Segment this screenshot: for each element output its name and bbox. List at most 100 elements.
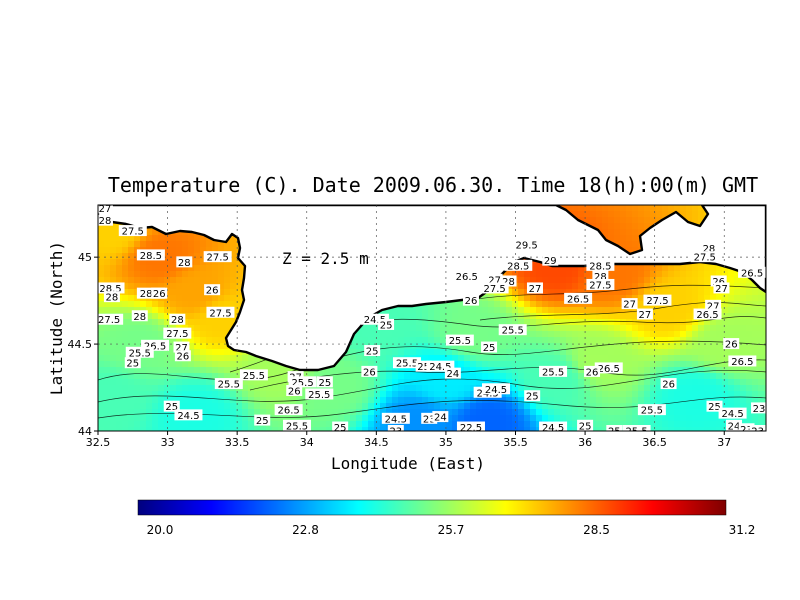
- land-mask: [98, 205, 766, 372]
- contour-label: 27.5: [694, 253, 716, 264]
- contour-label: 25.5: [308, 390, 330, 401]
- contour-label-bg: [118, 225, 147, 237]
- contour-label: 28.5: [99, 284, 121, 295]
- contour-label: 24.5: [429, 362, 451, 373]
- contour-label: 25.5: [129, 348, 151, 359]
- contour-label: 24.5: [721, 409, 743, 420]
- contour-label-bg: [151, 287, 168, 299]
- contour-label-bg: [621, 298, 638, 310]
- contour-label-bg: [723, 338, 740, 350]
- contour-label-bg: [288, 376, 317, 388]
- contour-label: 27: [99, 204, 112, 215]
- contour-label-bg: [305, 388, 334, 400]
- contour-label: 28: [99, 216, 112, 227]
- y-tick-label: 44.5: [68, 338, 93, 351]
- contour-label-bg: [136, 287, 165, 299]
- colorbar-tick-label: 22.8: [292, 523, 319, 537]
- colorbar-tick-label: 28.5: [583, 523, 610, 537]
- contour-label-bg: [637, 404, 666, 416]
- contour-label: 29.5: [516, 240, 538, 251]
- x-axis-ticks: 32.5 33 33.5 34 34.5 35 35.5 36 36.5 37: [86, 431, 731, 449]
- contour-label: 26: [363, 367, 376, 378]
- contour-label: 25: [165, 402, 178, 413]
- contour-label-bg: [316, 376, 333, 388]
- contour-label: 27: [529, 284, 542, 295]
- x-axis-label: Longitude (East): [331, 454, 485, 473]
- contour-label: 25: [318, 378, 331, 389]
- contour-label-bg: [169, 313, 186, 325]
- contour-label: 24: [434, 413, 447, 424]
- contour-label-bg: [103, 291, 120, 303]
- contour-label-bg: [586, 278, 615, 290]
- contour-label-bg: [718, 407, 747, 419]
- contour-label-bg: [163, 400, 180, 412]
- y-axis-ticks: 44 44.5 45: [68, 251, 98, 438]
- contour-label-bg: [524, 390, 541, 402]
- contour-label: 24: [728, 421, 741, 432]
- contour-label-bg: [387, 425, 404, 431]
- contour-label-bg: [136, 249, 165, 261]
- contour-label: 28.5: [140, 289, 162, 300]
- contour-label: 28: [171, 315, 184, 326]
- contour-label: 25: [526, 392, 539, 403]
- contour-label-bg: [539, 421, 568, 431]
- contour-label: 23: [753, 404, 766, 415]
- contour-label-bg: [584, 365, 601, 377]
- contour-label-bg: [700, 242, 717, 254]
- contour-label-bg: [500, 275, 517, 287]
- contour-label-bg: [498, 324, 527, 336]
- contour-label-bg: [456, 421, 485, 431]
- contour-label-bg: [482, 383, 511, 395]
- contour-label: 27.5: [166, 329, 188, 340]
- contour-label-bg: [98, 205, 113, 214]
- colorbar: [137, 499, 727, 516]
- contour-label: 27.5: [589, 280, 611, 291]
- contour-label-bg: [98, 282, 125, 294]
- contour-label: 27: [623, 300, 636, 311]
- x-tick-label: 36.5: [642, 436, 667, 449]
- contour-label: 28: [703, 244, 716, 255]
- contour-label: 27.5: [646, 296, 668, 307]
- contour-label: 28.5: [507, 261, 529, 272]
- contour-label-bg: [381, 412, 410, 424]
- contour-label-bg: [445, 334, 474, 346]
- contour-label: 26.5: [598, 364, 620, 375]
- contour-label: 23: [740, 425, 753, 436]
- contour-label-bg: [586, 259, 615, 271]
- contour-label: 26.5: [696, 310, 718, 321]
- x-tick-label: 33: [161, 436, 175, 449]
- contour-label: 23: [751, 427, 764, 438]
- contour-label: 26: [153, 289, 166, 300]
- contour-label: 24.5: [485, 385, 507, 396]
- contour-label: 26: [206, 286, 219, 297]
- contour-label: 26: [177, 352, 190, 363]
- contour-label: 25: [483, 343, 496, 354]
- contour-label-bg: [622, 425, 651, 431]
- contour-label: 23: [423, 414, 436, 425]
- contour-label: 22.5: [460, 423, 482, 434]
- contour-label: 27: [639, 310, 652, 321]
- contour-label-bg: [643, 294, 672, 306]
- x-tick-label: 36: [578, 436, 592, 449]
- contour-label-bg: [141, 339, 170, 351]
- contour-label-bg: [203, 251, 232, 263]
- colorbar-tick-label: 25.7: [438, 523, 465, 537]
- contour-label-bg: [713, 282, 730, 294]
- contour-label-bg: [606, 425, 623, 431]
- contour-label-bg: [660, 378, 677, 390]
- contour-label-bg: [542, 254, 559, 266]
- contour-label: 25: [608, 427, 621, 438]
- contour-label-bg: [705, 299, 722, 311]
- contour-label: 26: [465, 296, 478, 307]
- x-tick-label: 35: [439, 436, 453, 449]
- contour-label: 25.5: [396, 359, 418, 370]
- contour-label-bg: [163, 327, 192, 339]
- contour-label: 26.5: [741, 268, 763, 279]
- x-tick-label: 32.5: [86, 436, 111, 449]
- colorbar-tick-label: 20.0: [147, 523, 174, 537]
- contour-label: 26.5: [144, 341, 166, 352]
- contour-label: 25.5: [449, 336, 471, 347]
- contour-label-bg: [706, 400, 723, 412]
